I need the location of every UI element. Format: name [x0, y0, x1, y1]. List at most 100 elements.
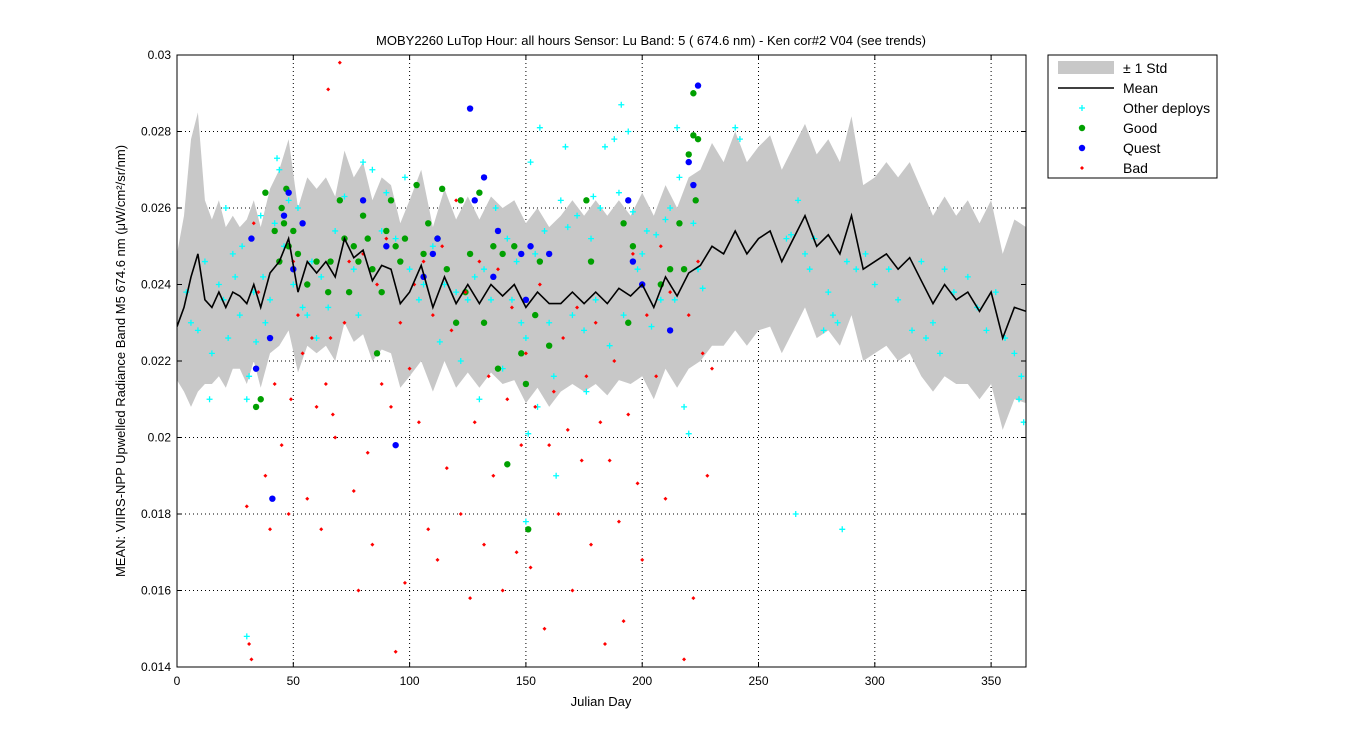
other-deploy-point: [629, 208, 636, 215]
x-axis-label: Julian Day: [571, 694, 632, 709]
quest-point: [392, 441, 399, 449]
bad-point: [705, 473, 710, 478]
quest-point: [527, 243, 534, 250]
other-deploy-point: [441, 281, 448, 288]
other-deploy-point: [732, 124, 739, 131]
good-point: [350, 243, 357, 250]
other-deploy-point: [401, 174, 408, 181]
other-deploy-point: [825, 289, 832, 296]
x-tick-label: 350: [981, 674, 1001, 688]
other-deploy-point: [671, 296, 678, 303]
bad-point: [616, 519, 621, 524]
other-deploy-point: [839, 526, 846, 533]
other-deploy-point: [453, 289, 460, 296]
legend-label-mean: Mean: [1123, 80, 1158, 96]
other-deploy-point: [795, 197, 802, 204]
good-point: [278, 204, 285, 212]
bad-point: [626, 412, 631, 417]
other-deploy-point: [208, 350, 215, 357]
legend-std-swatch: [1058, 61, 1114, 74]
other-deploy-point: [325, 304, 332, 311]
good-point: [257, 396, 264, 403]
bad-point: [402, 580, 407, 585]
bad-point: [635, 481, 640, 486]
bad-point: [575, 305, 580, 310]
good-point: [690, 132, 697, 139]
legend-box: [1047, 54, 1218, 179]
other-deploy-point: [699, 285, 706, 292]
other-deploy-point: [492, 205, 499, 211]
other-deploy-point: [222, 205, 229, 211]
good-point: [443, 266, 451, 273]
other-deploy-point: [820, 327, 827, 334]
bad-point: [696, 259, 701, 264]
other-deploy-point: [274, 155, 281, 162]
std-band: [177, 112, 1026, 430]
other-deploy-point: [885, 266, 892, 273]
bad-point: [607, 458, 612, 463]
bad-point: [279, 443, 284, 448]
other-deploy-point: [564, 224, 571, 231]
bad-point: [654, 374, 659, 379]
good-point: [583, 197, 590, 204]
other-deploy-point: [583, 388, 590, 395]
other-deploy-point: [643, 227, 650, 234]
other-deploy-point: [1016, 396, 1023, 403]
other-deploy-point: [243, 633, 250, 640]
other-deploy-point: [909, 327, 916, 334]
y-axis-label: MEAN: VIIRS-NPP Upwelled Radiance Band M…: [113, 145, 128, 577]
good-point: [480, 319, 488, 326]
bad-point: [375, 282, 380, 287]
quest-point: [266, 334, 274, 342]
other-deploy-point: [983, 327, 990, 334]
other-deploy-point: [285, 197, 292, 204]
x-tick-label: 150: [516, 674, 536, 688]
other-deploy-point: [606, 342, 613, 349]
quest-point: [490, 273, 497, 281]
good-point: [392, 243, 399, 250]
good-point: [359, 212, 367, 219]
bad-point: [370, 542, 375, 547]
good-point: [494, 365, 502, 372]
legend-label-bad: Bad: [1123, 160, 1148, 176]
y-tick-label: 0.018: [141, 507, 171, 521]
other-deploy-point: [508, 296, 515, 303]
chart-title: MOBY2260 LuTop Hour: all hours Sensor: L…: [376, 33, 926, 48]
other-deploy-point: [581, 327, 588, 334]
bad-point: [244, 504, 249, 509]
bad-point: [477, 259, 482, 264]
quest-point: [480, 174, 488, 181]
bad-point: [509, 305, 514, 310]
bad-point: [668, 290, 673, 295]
other-deploy-point: [267, 296, 274, 303]
bad-point: [330, 412, 335, 417]
other-deploy-point: [620, 312, 627, 319]
good-point: [522, 380, 530, 388]
other-deploy-point: [290, 281, 297, 288]
y-tick-label: 0.02: [148, 431, 172, 445]
series-good: [252, 90, 702, 533]
other-deploy-point: [236, 312, 243, 319]
good-point: [383, 227, 390, 235]
other-deploy-point: [806, 266, 813, 273]
other-deploy-point: [667, 205, 674, 211]
other-deploy-point: [313, 335, 320, 342]
other-deploy-point: [550, 373, 557, 380]
bad-point: [351, 489, 356, 494]
other-deploy-point: [546, 319, 553, 326]
other-deploy-point: [527, 159, 534, 166]
other-deploy-point: [332, 227, 339, 234]
other-deploy-point: [1018, 373, 1025, 380]
bad-point: [686, 313, 691, 318]
good-point: [336, 197, 344, 204]
good-point: [401, 235, 409, 242]
bad-point: [379, 381, 384, 386]
bad-point: [468, 596, 473, 601]
other-deploy-point: [369, 166, 376, 173]
other-deploy-point: [525, 430, 532, 437]
legend-label-good: Good: [1123, 120, 1157, 136]
quest-point: [248, 235, 255, 242]
other-deploy-point: [648, 323, 655, 330]
good-point: [271, 227, 278, 235]
good-point: [280, 220, 288, 227]
